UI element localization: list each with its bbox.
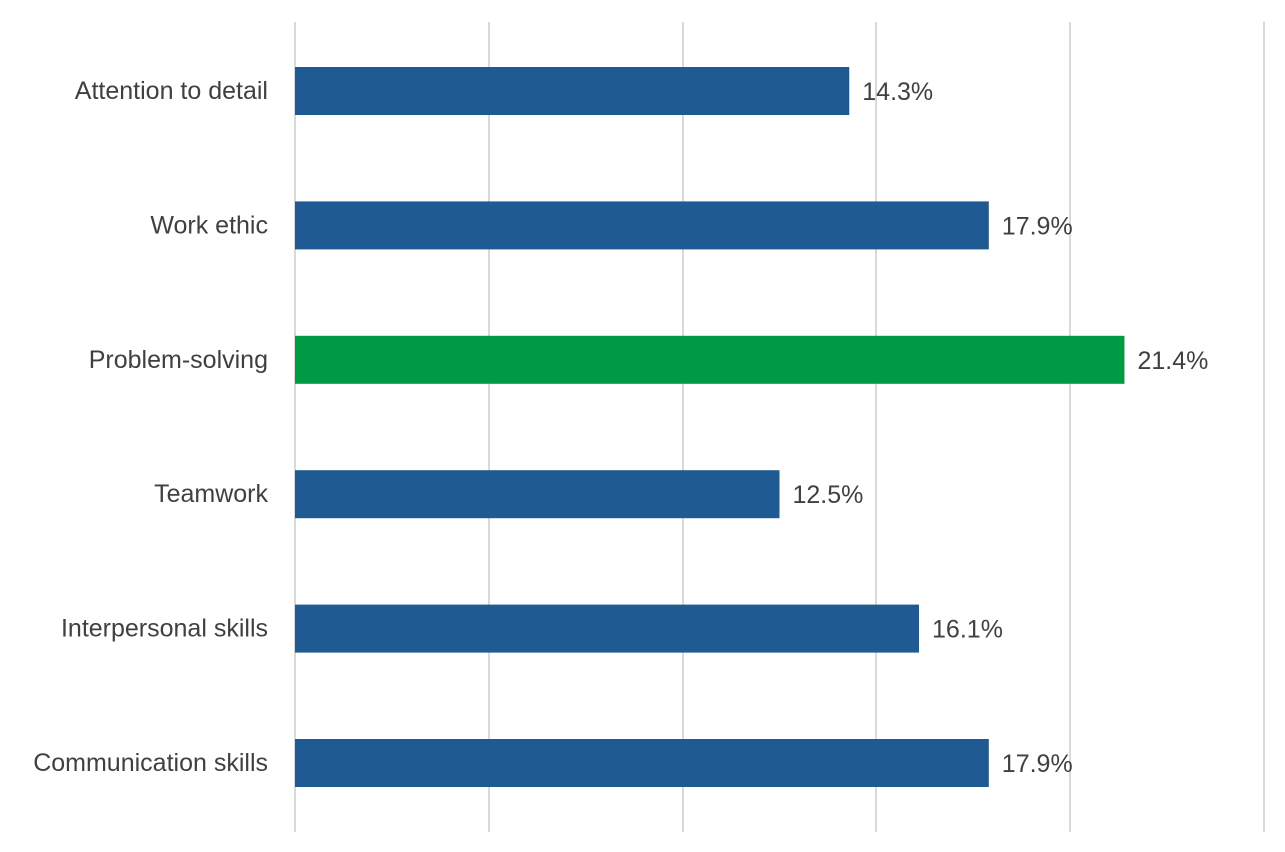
category-label: Problem-solving [89,346,268,374]
bar-attention-to-detail [295,67,850,115]
bars [295,67,1125,787]
value-label: 12.5% [793,481,864,509]
value-label: 21.4% [1137,347,1208,375]
value-label: 16.1% [932,616,1003,644]
value-label: 14.3% [862,78,933,106]
bar-communication-skills [295,739,989,787]
value-label: 17.9% [1002,212,1073,240]
category-label: Work ethic [150,211,268,239]
category-label: Interpersonal skills [61,615,268,643]
bar-teamwork [295,470,780,519]
labels: Attention to detail 14.3% Work ethic 17.9% P… [33,77,1208,778]
category-label: Attention to detail [75,77,268,105]
category-label: Teamwork [154,480,268,508]
bar-problem-solving [295,335,1125,384]
category-label: Communication skills [33,749,268,777]
bar-interpersonal-skills [295,604,920,653]
value-label: 17.9% [1002,750,1073,778]
gridlines [294,22,1265,832]
bar-work-ethic [295,201,989,250]
